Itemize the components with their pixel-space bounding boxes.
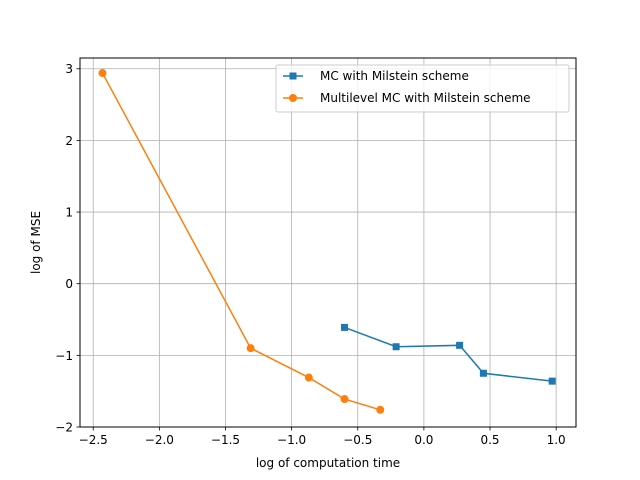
data-point xyxy=(246,344,255,353)
y-tick-label: 0 xyxy=(65,277,73,291)
data-point xyxy=(376,405,385,414)
data-point xyxy=(340,395,349,404)
plot-frame xyxy=(79,57,577,428)
x-tick-label: −1.0 xyxy=(277,433,306,447)
y-tick-label: 2 xyxy=(65,134,73,148)
series-layer xyxy=(98,69,556,414)
legend-label-mlmc: Multilevel MC with Milstein scheme xyxy=(320,91,531,105)
data-point xyxy=(548,377,556,385)
y-tick-label: 3 xyxy=(65,62,73,76)
legend: MC with Milstein scheme Multilevel MC wi… xyxy=(275,64,570,113)
x-tick-label: 0.5 xyxy=(480,433,499,447)
x-tick-label: 0.0 xyxy=(414,433,433,447)
x-tick-label: −0.5 xyxy=(343,433,372,447)
x-tick-label: −2.5 xyxy=(79,433,108,447)
legend-label-mc: MC with Milstein scheme xyxy=(320,69,469,83)
ticks: −2.5 −2.0 −1.5 −1.0 −0.5 0.0 0.5 1.0 −2 −1 0 1 2 3 xyxy=(55,62,565,447)
data-point xyxy=(341,323,349,331)
y-tick-label: −2 xyxy=(55,421,73,435)
y-tick-label: −1 xyxy=(55,349,73,363)
x-tick-label: −2.0 xyxy=(145,433,174,447)
data-point xyxy=(392,343,400,351)
legend-marker-mc xyxy=(289,72,297,80)
y-axis-label: log of MSE xyxy=(29,211,43,274)
legend-box xyxy=(275,64,570,113)
y-tick-label: 1 xyxy=(65,206,73,220)
x-axis-label: log of computation time xyxy=(256,456,400,470)
data-point xyxy=(456,341,464,349)
data-point xyxy=(98,69,107,78)
x-tick-label: 1.0 xyxy=(547,433,566,447)
x-tick-label: −1.5 xyxy=(211,433,240,447)
data-point xyxy=(479,369,487,377)
data-point xyxy=(304,373,313,382)
legend-marker-mlmc xyxy=(289,94,297,102)
